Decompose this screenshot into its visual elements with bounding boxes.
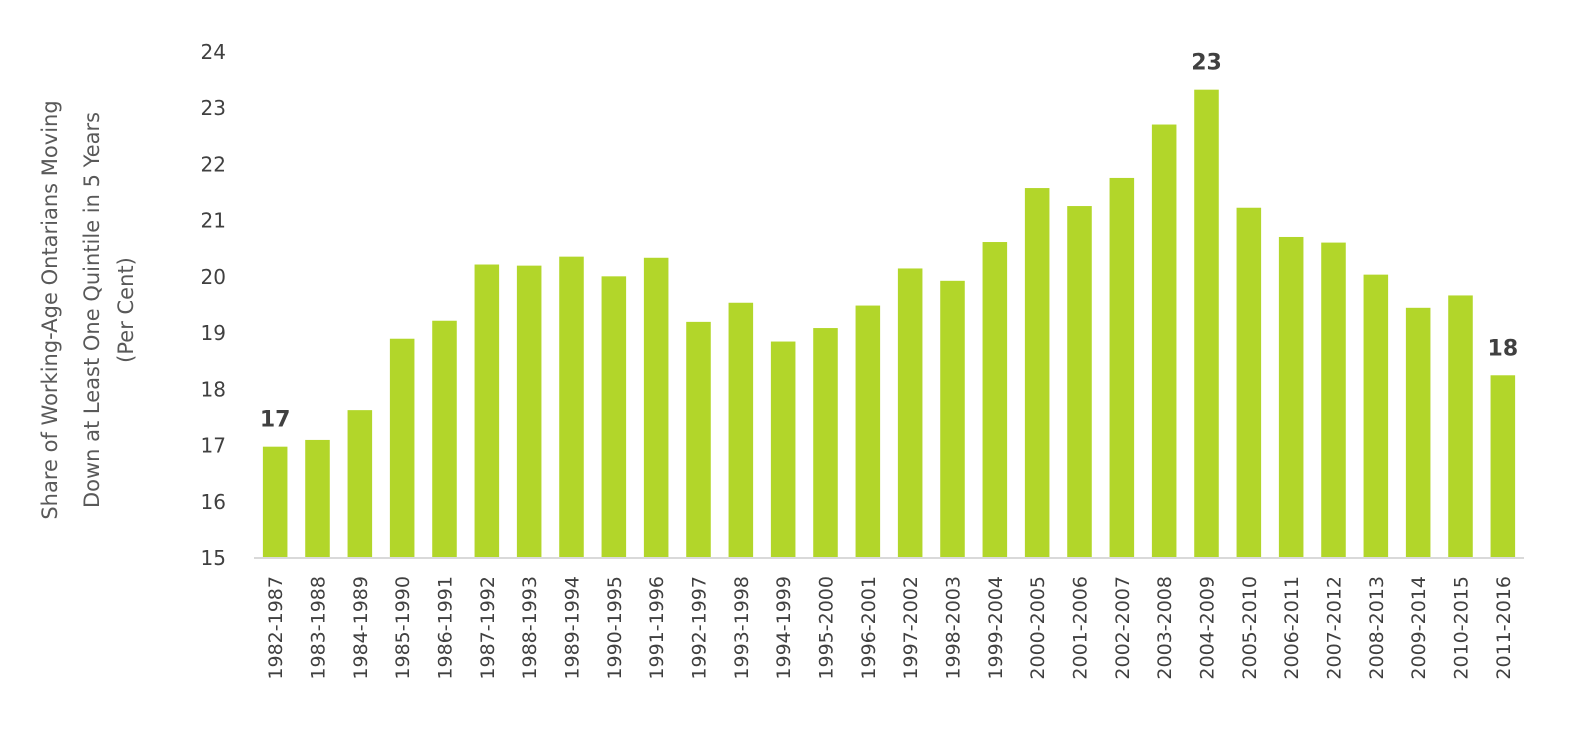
bar xyxy=(1363,274,1389,558)
bar xyxy=(686,321,711,558)
data-labels: 17 23 18 xyxy=(260,51,1518,433)
y-tick-label: 18 xyxy=(201,377,226,401)
bar xyxy=(1109,177,1135,558)
x-tick-label: 2008-2013 xyxy=(1366,576,1388,680)
x-tick-label: 1990-1995 xyxy=(604,576,626,680)
bar xyxy=(347,410,373,558)
bar xyxy=(474,264,500,558)
x-tick-label: 1996-2001 xyxy=(858,576,880,680)
bar xyxy=(982,242,1008,558)
x-tick-label: 2000-2005 xyxy=(1027,576,1049,680)
bar xyxy=(855,305,881,558)
data-label: 18 xyxy=(1488,336,1519,361)
x-tick-label: 1995-2000 xyxy=(816,576,838,680)
bar xyxy=(728,302,754,558)
y-tick-label: 15 xyxy=(201,546,226,570)
bar xyxy=(770,341,796,558)
bar xyxy=(1151,124,1177,558)
bar-series xyxy=(262,89,1516,559)
x-tick-label: 1999-2004 xyxy=(985,576,1007,680)
bar xyxy=(262,446,288,558)
data-label: 17 xyxy=(260,408,291,433)
bar xyxy=(389,338,415,558)
x-tick-label: 1987-1992 xyxy=(477,576,499,680)
bar xyxy=(1024,188,1050,558)
x-tick-label: 1984-1989 xyxy=(350,576,372,680)
bar xyxy=(897,268,923,558)
y-axis-title: Share of Working-Age Ontarians Moving Do… xyxy=(38,100,138,519)
bar xyxy=(1321,242,1346,558)
x-tick-label: 2007-2012 xyxy=(1324,576,1346,680)
x-tick-label: 2006-2011 xyxy=(1281,576,1303,680)
bar xyxy=(601,276,627,558)
bar xyxy=(1278,236,1304,558)
x-tick-label: 1991-1996 xyxy=(646,576,668,680)
bar xyxy=(1448,295,1473,558)
x-tick-label: 1993-1998 xyxy=(731,576,753,680)
y-axis-title-line-2: Down at Least One Quintile in 5 Years xyxy=(80,112,104,508)
y-axis-title-line-1: Share of Working-Age Ontarians Moving xyxy=(38,100,62,519)
bar xyxy=(559,256,584,558)
bar xyxy=(643,257,669,558)
x-tick-label: 1985-1990 xyxy=(392,576,414,680)
x-tick-label: 1989-1994 xyxy=(562,576,584,680)
bar xyxy=(516,265,542,558)
x-tick-label: 2001-2006 xyxy=(1070,576,1092,680)
x-tick-label: 2010-2015 xyxy=(1451,576,1473,680)
x-tick-label: 1998-2003 xyxy=(943,576,965,680)
y-tick-label: 19 xyxy=(201,321,226,345)
x-tick-label: 1982-1987 xyxy=(265,576,287,680)
bar xyxy=(1067,206,1092,559)
x-tick-label: 2011-2016 xyxy=(1493,576,1515,680)
x-axis-labels: 1982-1987 1983-1988 1984-1989 1985-1990 1986… xyxy=(265,576,1515,680)
y-tick-label: 20 xyxy=(201,265,226,289)
y-axis-ticks: 15 16 17 18 19 20 21 22 23 24 xyxy=(201,40,226,570)
x-tick-label: 2002-2007 xyxy=(1112,576,1134,680)
y-tick-label: 21 xyxy=(201,209,226,233)
x-tick-label: 1986-1991 xyxy=(435,576,457,680)
y-axis-title-line-3: (Per Cent) xyxy=(114,257,138,363)
x-tick-label: 2003-2008 xyxy=(1154,576,1176,680)
x-tick-label: 2005-2010 xyxy=(1239,576,1261,680)
bar xyxy=(1194,89,1219,559)
y-tick-label: 22 xyxy=(201,152,226,176)
y-tick-label: 16 xyxy=(201,490,226,514)
data-label: 23 xyxy=(1191,51,1222,76)
x-tick-label: 1992-1997 xyxy=(689,576,711,680)
x-tick-label: 1983-1988 xyxy=(308,576,330,680)
x-tick-label: 2009-2014 xyxy=(1408,576,1430,680)
bar xyxy=(940,280,965,558)
x-tick-label: 2004-2009 xyxy=(1197,576,1219,680)
bar xyxy=(813,328,838,558)
bar xyxy=(1490,375,1516,558)
x-tick-label: 1994-1999 xyxy=(773,576,795,680)
bar xyxy=(1405,307,1431,558)
y-tick-label: 23 xyxy=(201,96,226,120)
bar xyxy=(1236,207,1262,559)
x-tick-label: 1988-1993 xyxy=(519,576,541,680)
bar xyxy=(305,439,330,558)
x-tick-label: 1997-2002 xyxy=(900,576,922,680)
y-tick-label: 17 xyxy=(201,434,226,458)
y-tick-label: 24 xyxy=(201,40,226,64)
bar xyxy=(432,320,457,558)
